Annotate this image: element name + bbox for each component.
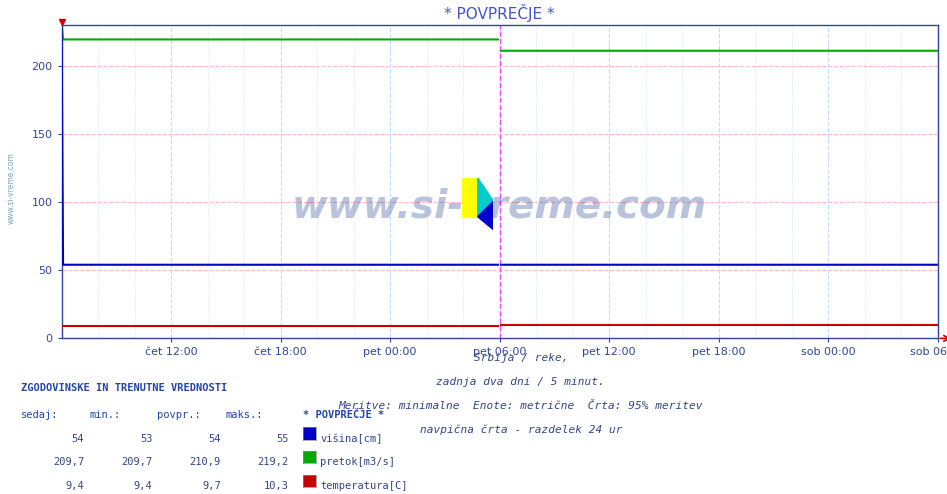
Bar	[462, 178, 478, 217]
Text: 9,4: 9,4	[134, 481, 152, 491]
Text: pretok[m3/s]: pretok[m3/s]	[320, 457, 395, 467]
Text: temperatura[C]: temperatura[C]	[320, 481, 407, 491]
Text: min.:: min.:	[89, 410, 120, 420]
Text: 54: 54	[208, 434, 221, 444]
Text: 9,4: 9,4	[65, 481, 84, 491]
Text: 9,7: 9,7	[202, 481, 221, 491]
Text: 10,3: 10,3	[264, 481, 289, 491]
Text: www.si-vreme.com: www.si-vreme.com	[7, 152, 16, 224]
Text: 210,9: 210,9	[189, 457, 221, 467]
Text: maks.:: maks.:	[225, 410, 263, 420]
Polygon shape	[478, 178, 493, 217]
Text: 54: 54	[72, 434, 84, 444]
Title: * POVPREČJE *: * POVPREČJE *	[444, 4, 555, 22]
Text: 209,7: 209,7	[121, 457, 152, 467]
Text: 209,7: 209,7	[53, 457, 84, 467]
Text: 55: 55	[277, 434, 289, 444]
Text: višina[cm]: višina[cm]	[320, 434, 383, 444]
Text: povpr.:: povpr.:	[157, 410, 201, 420]
Text: 219,2: 219,2	[258, 457, 289, 467]
Text: sedaj:: sedaj:	[21, 410, 59, 420]
Text: www.si-vreme.com: www.si-vreme.com	[292, 188, 707, 226]
Text: * POVPREČJE *: * POVPREČJE *	[303, 410, 384, 420]
Text: 53: 53	[140, 434, 152, 444]
Text: zadnja dva dni / 5 minut.: zadnja dva dni / 5 minut.	[437, 377, 605, 387]
Text: navpična črta - razdelek 24 ur: navpična črta - razdelek 24 ur	[420, 424, 622, 435]
Text: ZGODOVINSKE IN TRENUTNE VREDNOSTI: ZGODOVINSKE IN TRENUTNE VREDNOSTI	[21, 383, 227, 393]
Text: Meritve: minimalne  Enote: metrične  Črta: 95% meritev: Meritve: minimalne Enote: metrične Črta:…	[339, 401, 703, 411]
Polygon shape	[478, 201, 493, 230]
Text: Srbija / reke,: Srbija / reke,	[474, 353, 568, 363]
